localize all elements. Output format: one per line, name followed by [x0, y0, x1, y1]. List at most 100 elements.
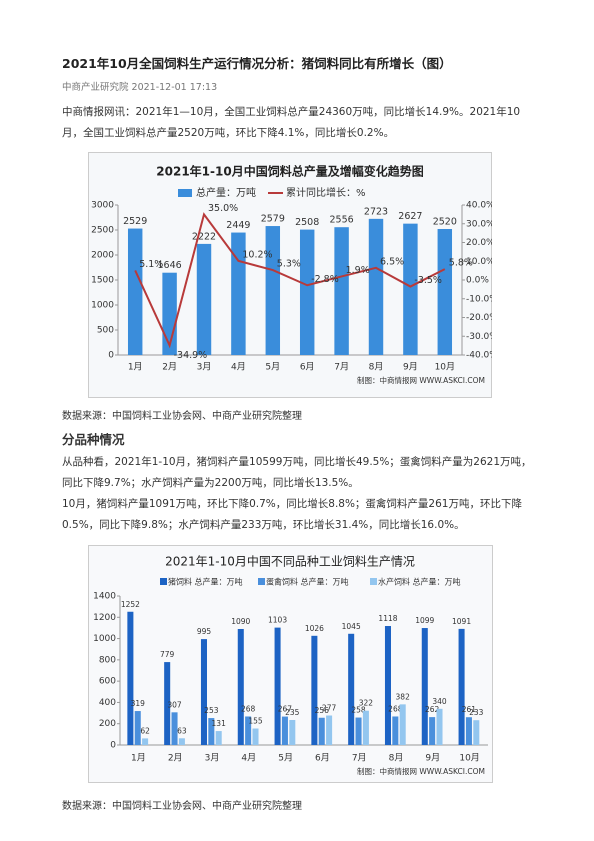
value-label: 1252 — [121, 600, 140, 609]
y-tick-label: 0 — [108, 351, 114, 361]
chart-frame — [88, 152, 492, 398]
y-tick-label: 0 — [110, 741, 116, 751]
value-label: 2723 — [364, 206, 388, 217]
bar — [436, 708, 443, 745]
value-label: 1099 — [415, 616, 434, 625]
bar — [421, 628, 428, 745]
value-label: 1118 — [378, 614, 397, 623]
y-tick-label: 1000 — [93, 634, 116, 644]
value-label: 5.3% — [277, 259, 301, 270]
legend-swatch — [160, 578, 167, 585]
y2-tick-label: -30.0% — [466, 332, 492, 342]
y2-tick-label: -10.0% — [466, 294, 492, 304]
bar — [384, 626, 391, 745]
value-label: 382 — [396, 692, 411, 701]
value-label: 62 — [140, 726, 150, 735]
value-label: 5.1% — [139, 259, 163, 270]
y2-tick-label: 0.0% — [466, 276, 489, 286]
x-tick-label: 8月 — [389, 753, 404, 764]
x-tick-label: 2月 — [168, 753, 183, 764]
bar — [281, 716, 288, 745]
value-label: 256 — [315, 706, 330, 715]
paragraph: 从品种看，2021年1-10月，猪饲料产量10599万吨，同比增长49.5%；蛋… — [62, 456, 532, 489]
value-label: 340 — [432, 697, 447, 706]
value-label: 277 — [322, 704, 337, 713]
x-tick-label: 3月 — [197, 362, 212, 373]
value-label: 261 — [462, 705, 477, 714]
y-tick-label: 1000 — [91, 301, 114, 311]
x-tick-label: 4月 — [231, 362, 246, 373]
source-note: 数据来源：中国饲料工业协会网、中商产业研究院整理 — [62, 411, 302, 422]
value-label: 1646 — [158, 260, 182, 271]
bar — [334, 227, 349, 355]
value-label: 155 — [248, 717, 263, 726]
value-label: 253 — [204, 706, 219, 715]
chart-credit: 制图：中商情报网 WWW.ASKCI.COM — [357, 375, 485, 385]
bar — [392, 716, 399, 745]
bar — [208, 718, 215, 745]
bar — [215, 731, 222, 745]
y-tick-label: 400 — [99, 698, 116, 708]
x-tick-label: 1月 — [128, 362, 143, 373]
bar — [178, 738, 185, 745]
y2-tick-label: 20.0% — [466, 238, 492, 248]
bar — [465, 717, 472, 745]
bar — [399, 704, 406, 745]
value-label: 307 — [167, 700, 182, 709]
value-label: 1091 — [452, 617, 471, 626]
value-label: 2222 — [192, 231, 216, 242]
x-tick-label: 5月 — [278, 753, 293, 764]
bar — [127, 611, 134, 745]
legend-label: 猪饲料 总产量：万吨 — [168, 577, 243, 587]
x-tick-label: 1月 — [131, 753, 146, 764]
value-label: 2508 — [295, 217, 319, 228]
x-tick-label: 10月 — [459, 753, 479, 764]
value-label: 35.0% — [208, 203, 238, 214]
x-tick-label: 8月 — [369, 362, 384, 373]
legend-label: 蛋禽饲料 总产量：万吨 — [266, 577, 349, 587]
bar — [326, 715, 333, 745]
article-title: 2021年10月全国饲料生产运行情况分析：猪饲料同比有所增长（图） — [62, 56, 452, 71]
value-label: 2556 — [330, 215, 354, 226]
y-tick-label: 500 — [97, 326, 114, 336]
value-label: 63 — [177, 726, 187, 735]
bar — [231, 232, 246, 355]
y-tick-label: 3000 — [91, 201, 114, 211]
x-tick-label: 2月 — [162, 362, 177, 373]
bar — [245, 716, 252, 745]
x-tick-label: 9月 — [403, 362, 418, 373]
legend-swatch — [370, 578, 377, 585]
value-label: 258 — [351, 706, 366, 715]
bar — [237, 628, 244, 745]
x-tick-label: 10月 — [435, 362, 455, 373]
source-note: 数据来源：中国饲料工业协会网、中商产业研究院整理 — [62, 801, 302, 812]
chart: 2021年1-10月中国饲料总产量及增幅变化趋势图 制图：中商情报网 WWW.A… — [88, 152, 492, 398]
value-label: 268 — [388, 704, 403, 713]
chart-title: 2021年1-10月中国不同品种工业饲料生产情况 — [165, 554, 415, 569]
x-tick-label: 6月 — [300, 362, 315, 373]
value-label: 2449 — [226, 220, 250, 231]
value-label: 2529 — [123, 216, 147, 227]
value-label: 6.5% — [380, 256, 404, 267]
value-label: 262 — [425, 705, 440, 714]
value-label: -3.5% — [414, 275, 442, 286]
bar — [429, 717, 436, 745]
y-tick-label: 800 — [99, 655, 116, 665]
value-label: 1.9% — [346, 265, 370, 276]
value-label: 10.2% — [242, 249, 272, 260]
line — [134, 212, 446, 349]
value-label: 1026 — [305, 624, 324, 633]
y-tick-label: 1200 — [93, 613, 116, 623]
bar — [274, 627, 281, 745]
x-tick-label: 4月 — [241, 753, 256, 764]
bar — [318, 717, 325, 745]
y-tick-label: 200 — [99, 719, 116, 729]
paragraph: 10月，猪饲料产量1091万吨，环比下降0.7%，同比增长8.8%；蛋禽饲料产量… — [62, 498, 522, 531]
bar — [362, 710, 369, 745]
chart: 2021年1-10月中国不同品种工业饲料生产情况 制图：中商情报网 WWW.AS… — [88, 545, 493, 783]
value-label: 2627 — [398, 211, 422, 222]
chart-title: 2021年1-10月中国饲料总产量及增幅变化趋势图 — [156, 164, 423, 179]
value-label: 779 — [160, 650, 175, 659]
value-label: 235 — [285, 708, 300, 717]
